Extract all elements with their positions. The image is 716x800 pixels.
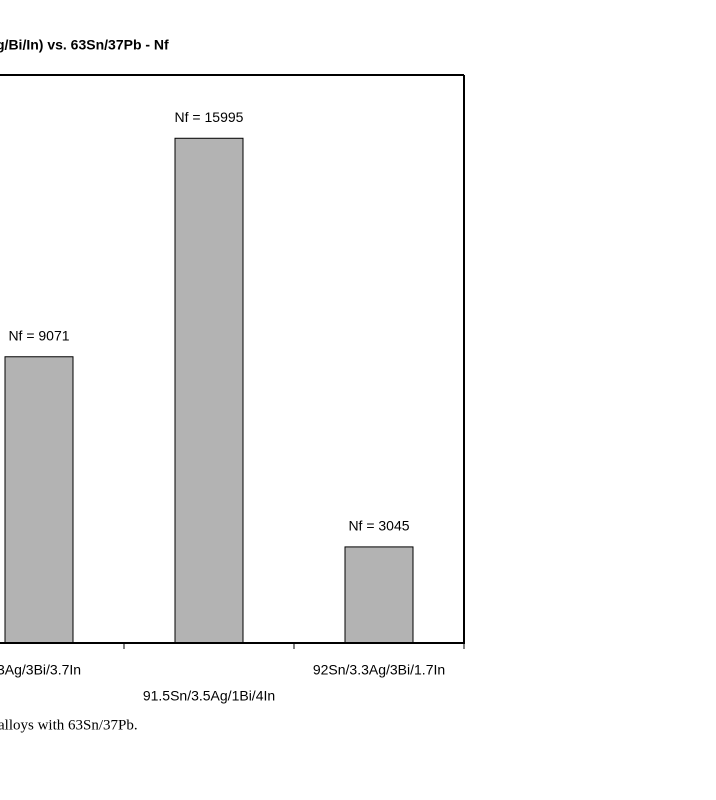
bar <box>344 546 414 644</box>
value-label: Nf = 9071 <box>8 327 69 343</box>
value-label: Nf = 3045 <box>348 518 409 534</box>
x-tick-label: 92Sn/3.3Ag/3Bi/1.7In <box>313 662 445 678</box>
bar <box>4 356 74 644</box>
x-tick-label: 91.5Sn/3.5Ag/1Bi/4In <box>143 688 275 704</box>
x-tick-label: 3Ag/3Bi/3.7In <box>0 662 81 678</box>
chart-title: g/Bi/In) vs. 63Sn/37Pb - Nf <box>0 37 169 53</box>
value-label: Nf = 15995 <box>175 109 244 125</box>
bar <box>174 137 244 644</box>
figure-caption: alloys with 63Sn/37Pb. <box>0 717 138 733</box>
